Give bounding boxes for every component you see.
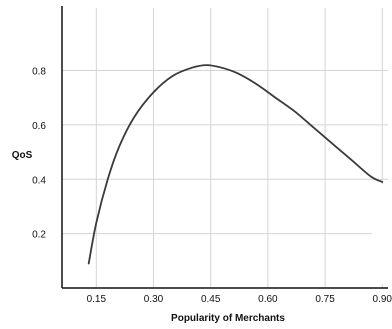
data-point-0-16 bbox=[351, 160, 352, 161]
x-tick-label-3: 0.60 bbox=[258, 294, 278, 305]
data-point-0-7 bbox=[191, 67, 192, 68]
axes bbox=[61, 6, 388, 289]
gridlines bbox=[62, 8, 388, 288]
data-point-0-15 bbox=[332, 143, 333, 144]
data-point-0-3 bbox=[119, 146, 120, 147]
x-tick-label-4: 0.75 bbox=[315, 294, 335, 305]
data-point-0-14 bbox=[313, 127, 314, 128]
data-point-0-1 bbox=[96, 222, 97, 223]
series-line-0 bbox=[87, 64, 384, 265]
y-tick-label-3: 0.8 bbox=[32, 67, 46, 78]
data-point-0-2 bbox=[107, 179, 108, 180]
x-tick-label-0: 0.15 bbox=[87, 294, 107, 305]
data-point-0-8 bbox=[206, 64, 207, 65]
data-point-0-9 bbox=[222, 67, 223, 68]
x-tick-label-2: 0.45 bbox=[201, 294, 221, 305]
data-point-0-12 bbox=[275, 97, 276, 98]
data-point-0-6 bbox=[172, 75, 173, 76]
data-point-0-13 bbox=[294, 111, 295, 112]
x-tick-label-5: 0.90 bbox=[373, 294, 392, 305]
data-point-0-17 bbox=[370, 176, 371, 177]
occluding-patch bbox=[372, 184, 392, 284]
plot-mask bbox=[372, 184, 392, 284]
y-tick-label-1: 0.4 bbox=[32, 175, 46, 186]
y-tick-label-2: 0.6 bbox=[32, 121, 46, 132]
data-point-0-5 bbox=[153, 92, 154, 93]
data-point-0-11 bbox=[256, 84, 257, 85]
series-layer bbox=[87, 64, 384, 265]
y-axis-label: QoS bbox=[12, 150, 33, 161]
y-tick-label-0: 0.2 bbox=[32, 230, 46, 241]
data-point-0-10 bbox=[237, 73, 238, 74]
data-point-0-0 bbox=[88, 263, 89, 264]
data-point-0-18 bbox=[382, 181, 383, 182]
tick-labels: 0.15 0.30 0.45 0.60 0.75 0.90 0.2 0.4 0.6 0.8 bbox=[32, 67, 392, 305]
x-tick-label-1: 0.30 bbox=[144, 294, 164, 305]
x-axis-label: Popularity of Merchants bbox=[171, 313, 285, 324]
data-point-0-4 bbox=[134, 116, 135, 117]
